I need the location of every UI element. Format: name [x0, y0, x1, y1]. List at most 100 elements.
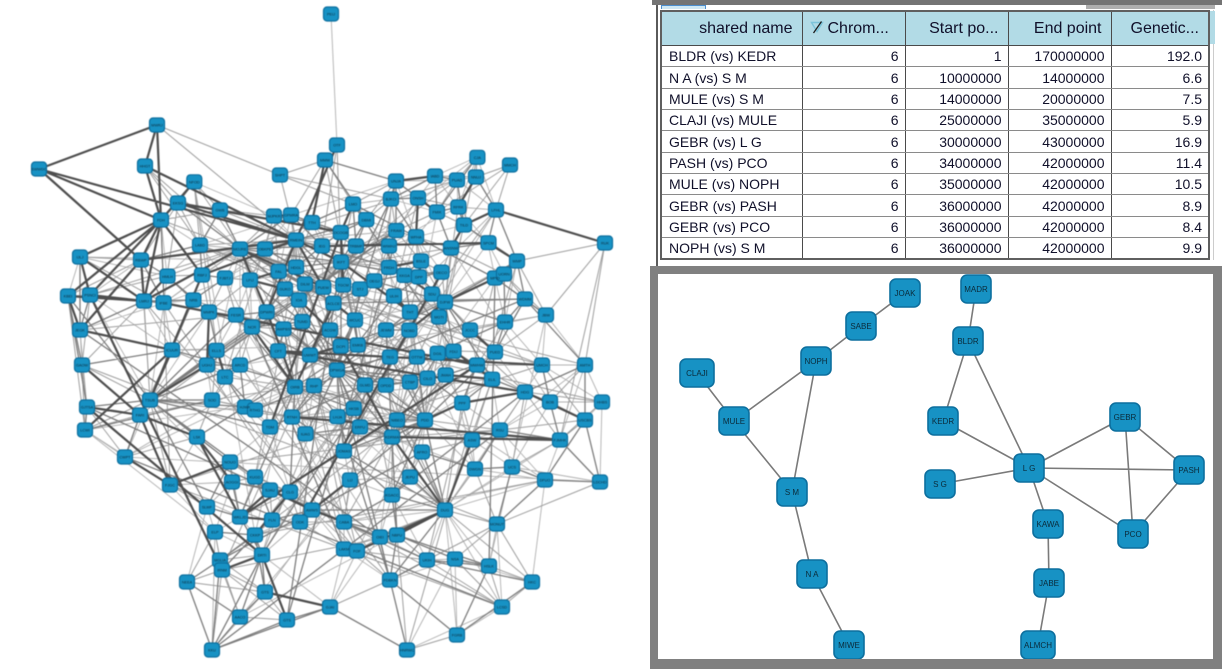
svg-text:TDM: TDM [266, 426, 274, 430]
svg-text:KEDR: KEDR [932, 417, 954, 426]
svg-text:ALMCH: ALMCH [1024, 641, 1052, 650]
svg-text:GJTSA: GJTSA [81, 406, 94, 410]
svg-text:BJKCI: BJKCI [386, 198, 397, 202]
svg-text:JCCC: JCCC [465, 329, 475, 333]
svg-text:KAWA: KAWA [1037, 520, 1061, 529]
svg-text:L G: L G [1023, 464, 1036, 473]
svg-text:STJ: STJ [357, 288, 364, 292]
svg-text:IUAG: IUAG [301, 433, 310, 437]
svg-text:NCR: NCR [248, 326, 256, 330]
svg-text:PEIJ: PEIJ [327, 13, 335, 17]
svg-text:TSUB: TSUB [145, 399, 156, 403]
svg-text:TILD: TILD [460, 224, 468, 228]
svg-text:UGHJ: UGHJ [202, 364, 212, 368]
svg-text:HHBS: HHBS [597, 401, 608, 405]
svg-text:IABD: IABD [431, 175, 440, 179]
svg-text:CFT: CFT [275, 350, 283, 354]
svg-text:LTC: LTC [222, 376, 229, 380]
svg-text:CABA: CABA [339, 521, 350, 525]
svg-text:TTH: TTH [308, 221, 316, 225]
svg-text:IJLJ: IJLJ [77, 256, 84, 260]
svg-text:JEGK: JEGK [75, 329, 85, 333]
svg-text:OECO: OECO [436, 271, 447, 275]
svg-text:ONSH: ONSH [413, 197, 424, 201]
svg-text:ODK: ODK [296, 521, 305, 525]
svg-text:MIWE: MIWE [838, 641, 860, 650]
svg-text:CTBP: CTBP [405, 381, 416, 385]
svg-text:LAKM: LAKM [339, 548, 349, 552]
svg-text:HDG: HDG [521, 391, 529, 395]
svg-text:HKC: HKC [528, 581, 536, 585]
svg-text:MMW: MMW [320, 159, 330, 163]
svg-text:TGCM: TGCM [338, 284, 349, 288]
svg-text:MMPK: MMPK [203, 311, 215, 315]
svg-text:MPID: MPID [490, 277, 500, 281]
svg-text:RMEIN: RMEIN [290, 239, 302, 243]
svg-text:MGTI: MGTI [434, 316, 444, 320]
svg-text:CKKP: CKKP [250, 534, 261, 538]
svg-text:MWRJ: MWRJ [151, 124, 162, 128]
svg-text:NOUO: NOUO [224, 461, 235, 465]
svg-text:JEWM: JEWM [380, 329, 391, 333]
svg-text:HSLK: HSLK [484, 565, 494, 569]
svg-text:MMCH: MMCH [504, 164, 516, 168]
svg-text:OIEI: OIEI [376, 536, 384, 540]
svg-text:N A: N A [806, 570, 820, 579]
svg-text:RFRK: RFRK [453, 206, 464, 210]
svg-text:MGLIA: MGLIA [214, 559, 226, 563]
svg-text:SLWF: SLWF [202, 506, 213, 510]
svg-text:LCWI: LCWI [80, 429, 90, 433]
svg-text:MWHW: MWHW [470, 364, 483, 368]
svg-text:KGACC: KGACC [385, 494, 399, 498]
svg-text:SDU: SDU [428, 293, 436, 297]
svg-text:HNRWC: HNRWC [400, 649, 415, 653]
svg-text:EMKB: EMKB [352, 344, 363, 348]
svg-text:LFIJ: LFIJ [246, 279, 253, 283]
svg-text:LMRJ: LMRJ [139, 300, 149, 304]
svg-text:MONUT: MONUT [490, 523, 505, 527]
svg-text:AACO: AACO [235, 616, 246, 620]
svg-text:FAL: FAL [275, 270, 282, 274]
svg-text:TEG: TEG [386, 356, 394, 360]
svg-text:DFUO: DFUO [540, 479, 551, 483]
svg-text:FARI: FARI [136, 414, 144, 418]
svg-text:AFRO: AFRO [417, 451, 428, 455]
svg-text:FDIJ: FDIJ [449, 350, 457, 354]
svg-text:SHPT: SHPT [275, 174, 286, 178]
svg-text:LDCHD: LDCHD [593, 481, 606, 485]
svg-text:ASW: ASW [468, 439, 477, 443]
svg-text:BOB: BOB [546, 401, 554, 405]
svg-text:ERFU: ERFU [355, 426, 366, 430]
svg-text:FESR: FESR [231, 314, 241, 318]
svg-text:GTS: GTS [261, 591, 269, 595]
svg-text:OEGJ: OEGJ [369, 280, 379, 284]
svg-text:ICUUR: ICUUR [166, 349, 178, 353]
svg-text:KUGD: KUGD [250, 476, 261, 480]
svg-text:RHP: RHP [310, 384, 318, 388]
svg-text:NNUJ: NNUJ [471, 176, 481, 180]
svg-text:PASH: PASH [1178, 466, 1199, 475]
svg-text:MJPKR: MJPKR [268, 215, 281, 219]
svg-text:GWB: GWB [215, 209, 225, 213]
svg-text:GAOW: GAOW [76, 364, 88, 368]
svg-text:DPP: DPP [415, 276, 423, 280]
svg-text:FJBTJ: FJBTJ [220, 277, 231, 281]
svg-text:GTS: GTS [283, 619, 291, 623]
svg-text:WKLJD: WKLJD [234, 516, 247, 520]
svg-text:PSNCI: PSNCI [84, 294, 96, 298]
svg-text:GLMD: GLMD [360, 384, 371, 388]
svg-text:NSA: NSA [451, 558, 459, 562]
svg-text:ACGW: ACGW [324, 329, 336, 333]
svg-text:DGIL: DGIL [433, 352, 442, 356]
svg-text:IEG: IEG [319, 245, 326, 249]
svg-text:FDH: FDH [157, 219, 165, 223]
svg-text:RTNH: RTNH [287, 416, 298, 420]
svg-text:LSK: LSK [193, 436, 201, 440]
svg-text:WMP: WMP [512, 260, 522, 264]
svg-text:OCOGB: OCOGB [334, 231, 349, 235]
svg-text:AWPBS: AWPBS [277, 328, 291, 332]
svg-text:AWWS: AWWS [306, 509, 319, 513]
svg-text:GJAI: GJAI [326, 606, 334, 610]
svg-text:S G: S G [933, 480, 947, 489]
svg-text:OPDD: OPDD [380, 384, 391, 388]
